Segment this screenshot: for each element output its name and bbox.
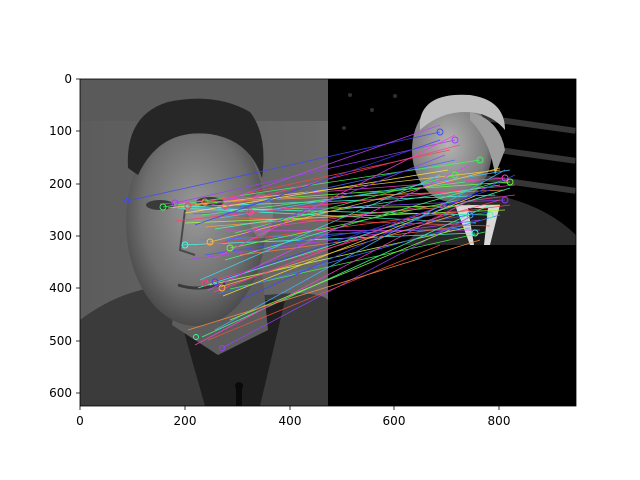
x-axis: 0 200 400 600 800	[76, 406, 510, 428]
image-area	[80, 79, 576, 406]
y-tick-label: 200	[49, 177, 72, 191]
y-tick-label: 0	[64, 72, 72, 86]
x-tick-label: 800	[488, 414, 511, 428]
match-lines	[126, 124, 516, 349]
y-tick-label: 400	[49, 281, 72, 295]
y-tick-label: 600	[49, 386, 72, 400]
x-tick-label: 200	[174, 414, 197, 428]
y-tick-label: 500	[49, 334, 72, 348]
axes-frame	[79, 78, 577, 407]
left-portrait	[80, 79, 328, 406]
keypoint-markers	[124, 128, 514, 351]
right-portrait	[328, 79, 576, 406]
y-tick-label: 300	[49, 229, 72, 243]
x-tick-label: 600	[383, 414, 406, 428]
x-tick-label: 400	[279, 414, 302, 428]
y-axis: 0 100 200 300 400 500 600	[49, 72, 80, 400]
y-tick-label: 100	[49, 124, 72, 138]
x-tick-label: 0	[76, 414, 84, 428]
